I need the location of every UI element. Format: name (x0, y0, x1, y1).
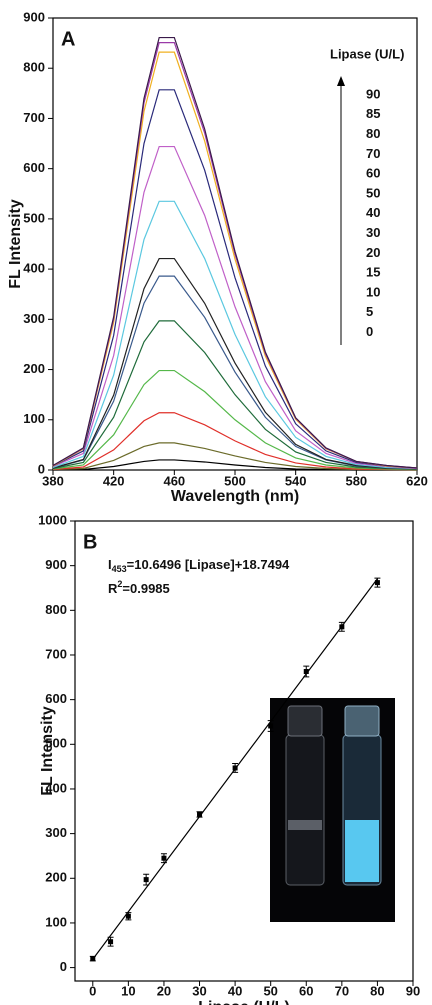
data-point (125, 913, 131, 919)
panel-label: B (83, 531, 97, 553)
legend-label: 90 (366, 86, 380, 101)
legend-label: 5 (366, 304, 373, 319)
x-tick-label: 380 (42, 473, 64, 488)
spectrum-line (52, 369, 418, 471)
legend-label: 85 (366, 106, 380, 121)
y-tick-label: 400 (45, 780, 67, 795)
x-tick-label: 580 (345, 473, 367, 488)
plot-frame (74, 520, 414, 982)
x-tick-label: 30 (192, 983, 206, 998)
spectrum-line (52, 51, 418, 469)
y-tick-label: 0 (38, 461, 45, 476)
data-point (143, 877, 149, 883)
y-tick-label: 100 (45, 914, 67, 929)
r-squared-part: R (108, 581, 118, 596)
x-tick-label: 540 (285, 473, 307, 488)
y-tick-label: 800 (45, 602, 67, 617)
data-point (90, 956, 96, 962)
x-axis-title: Wavelength (nm) (171, 488, 299, 505)
y-tick-label: 300 (23, 311, 45, 326)
y-tick-label: 200 (45, 870, 67, 885)
y-tick-label: 700 (45, 646, 67, 661)
y-tick-label: 0 (60, 959, 67, 974)
y-tick-label: 1000 (38, 512, 67, 527)
data-point (268, 723, 274, 729)
x-tick-label: 90 (406, 983, 420, 998)
y-tick-label: 600 (23, 160, 45, 175)
spectrum-line (52, 145, 418, 470)
spectrum-line (52, 42, 418, 469)
x-tick-label: 620 (406, 473, 428, 488)
data-point (161, 855, 167, 861)
r-squared-part: =0.9985 (122, 581, 169, 596)
panel-label: A (61, 28, 75, 50)
x-tick-label: 500 (224, 473, 246, 488)
data-point (197, 811, 203, 817)
legend-label: 50 (366, 185, 380, 200)
legend-label: 80 (366, 126, 380, 141)
equation-part: =10.6496 [Lipase]+18.7494 (127, 557, 290, 572)
inset-photo (270, 698, 395, 922)
equation-part: 453 (112, 564, 127, 574)
spectrum-line (52, 412, 417, 471)
y-tick-label: 100 (23, 411, 45, 426)
x-tick-label: 40 (228, 983, 242, 998)
legend-arrowhead (337, 76, 345, 86)
y-tick-label: 900 (45, 557, 67, 572)
spectrum-line (52, 200, 418, 470)
spectrum-line (52, 320, 418, 470)
legend-title: Lipase (U/L) (330, 46, 404, 61)
x-tick-label: 80 (370, 983, 384, 998)
x-axis-title: Lipase (U/L) (198, 999, 290, 1005)
x-tick-label: 20 (157, 983, 171, 998)
plot-frame (52, 17, 418, 471)
x-tick-label: 50 (263, 983, 277, 998)
equation-part: I (108, 557, 112, 572)
y-tick-label: 200 (23, 361, 45, 376)
spectrum-line (52, 257, 418, 470)
legend-label: 30 (366, 225, 380, 240)
legend-label: 60 (366, 166, 380, 181)
data-point (339, 624, 345, 630)
x-tick-label: 70 (335, 983, 349, 998)
legend-label: 70 (366, 146, 380, 161)
legend-label: 15 (366, 265, 380, 280)
y-tick-label: 500 (45, 736, 67, 751)
y-tick-label: 800 (23, 60, 45, 75)
x-tick-label: 0 (89, 983, 96, 998)
data-point (303, 669, 309, 675)
equation: I453=10.6496 [Lipase]+18.7494 (108, 557, 290, 574)
y-tick-label: 400 (23, 261, 45, 276)
y-tick-label: 600 (45, 691, 67, 706)
y-tick-label: 900 (23, 9, 45, 24)
y-tick-label: 300 (45, 825, 67, 840)
legend-label: 10 (366, 284, 380, 299)
r-squared: R2=0.9985 (108, 579, 170, 596)
data-point (108, 939, 114, 945)
spectrum-line (52, 442, 418, 471)
spectrum-line (52, 36, 418, 469)
y-axis-title: FL Intensity (7, 199, 24, 289)
legend-label: 0 (366, 324, 373, 339)
data-point (232, 765, 238, 771)
x-tick-label: 10 (121, 983, 135, 998)
y-tick-label: 500 (23, 210, 45, 225)
y-tick-label: 700 (23, 110, 45, 125)
y-axis-title: FL Intensity (39, 706, 56, 796)
legend-label: 40 (366, 205, 380, 220)
r-squared-part: 2 (117, 579, 122, 589)
legend-label: 20 (366, 245, 380, 260)
x-tick-label: 420 (103, 473, 125, 488)
x-tick-label: 60 (299, 983, 313, 998)
spectrum-line (52, 89, 418, 469)
x-tick-label: 460 (163, 473, 185, 488)
data-point (374, 580, 380, 586)
